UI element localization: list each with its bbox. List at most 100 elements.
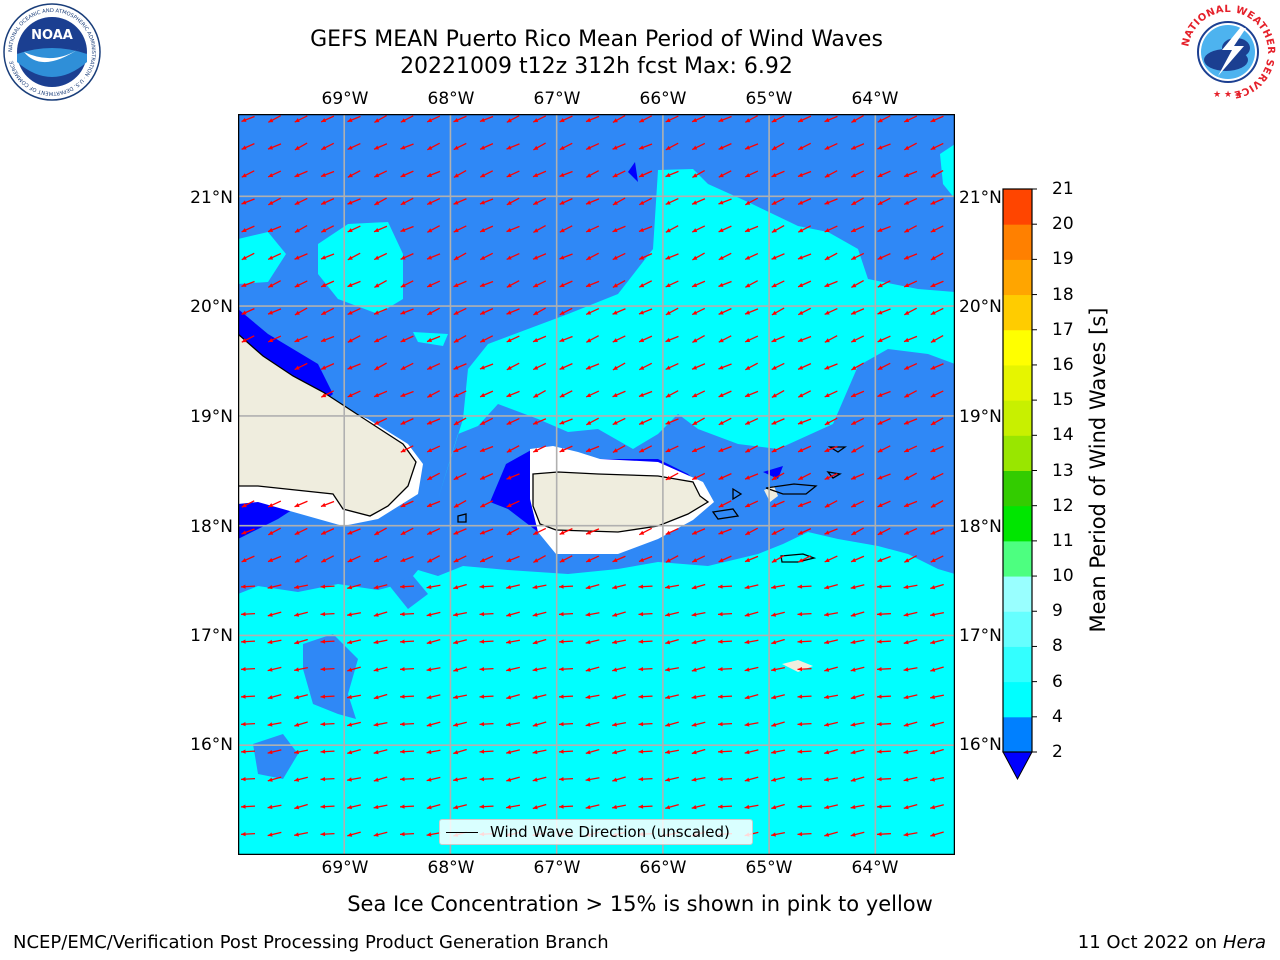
wind-wave-arrow-head: [453, 750, 459, 755]
wind-wave-arrow-head: [612, 365, 618, 370]
wind-wave-arrow-head: [744, 667, 750, 672]
wind-wave-arrow-head: [771, 283, 777, 288]
wind-wave-arrow-head: [824, 117, 830, 122]
wind-wave-arrow-head: [718, 558, 724, 563]
wind-wave-arrow-head: [850, 832, 856, 837]
wind-wave-arrow-head: [268, 227, 273, 232]
wind-wave-arrow-head: [479, 611, 485, 617]
wind-wave-arrow-head: [400, 831, 405, 837]
wind-wave-arrow-head: [400, 310, 406, 315]
colorbar-label: Mean Period of Wind Waves [s]: [1086, 307, 1110, 633]
wind-wave-arrow-head: [453, 145, 459, 150]
lat-tick-right: 19°N: [959, 407, 1002, 427]
wind-wave-arrow-head: [400, 420, 406, 425]
wind-wave-arrow-head: [638, 721, 644, 727]
wind-wave-arrow-head: [400, 338, 406, 343]
wind-wave-arrow-head: [320, 639, 326, 644]
wind-wave-arrow-head: [400, 365, 406, 370]
wind-wave-arrow-head: [294, 832, 299, 837]
wind-wave-arrow-head: [903, 667, 909, 672]
wind-wave-arrow-head: [241, 694, 246, 699]
wind-wave-arrow-head: [797, 666, 803, 672]
wind-wave-arrow-head: [400, 255, 406, 260]
wind-wave-arrow-head: [903, 722, 909, 727]
wind-wave-arrow-head: [744, 612, 750, 617]
wind-wave-arrow-head: [241, 255, 247, 260]
wind-wave-arrow-head: [400, 694, 405, 699]
wind-wave-arrow-head: [506, 557, 512, 562]
colorbar-band: [1003, 435, 1032, 471]
wind-wave-arrow-head: [718, 173, 724, 178]
wind-wave-arrow-head: [851, 200, 857, 205]
wind-wave-arrow-head: [480, 338, 486, 343]
wind-wave-arrow-head: [506, 722, 511, 727]
wind-wave-arrow-head: [427, 558, 433, 563]
wind-wave-arrow-head: [851, 392, 857, 397]
wind-wave-arrow-head: [427, 448, 433, 453]
lat-tick-right: 21°N: [959, 188, 1002, 208]
wind-wave-arrow-head: [347, 117, 353, 122]
wind-wave-arrow-head: [532, 749, 538, 755]
wind-wave-arrow-head: [373, 695, 379, 700]
wind-wave-arrow-head: [241, 173, 247, 178]
wind-wave-arrow-head: [692, 228, 698, 233]
wind-wave-arrow-head: [612, 118, 618, 123]
wind-wave-arrow-head: [479, 117, 485, 122]
wind-wave-arrow-head: [453, 200, 459, 205]
wind-wave-arrow-head: [797, 611, 803, 617]
wind-wave-arrow-head: [665, 337, 671, 342]
wind-wave-arrow-head: [533, 145, 539, 150]
wind-wave-arrow-head: [241, 282, 247, 287]
colorbar-band: [1003, 611, 1032, 647]
wind-wave-arrow-head: [400, 639, 405, 644]
wind-wave-arrow-head: [612, 173, 618, 178]
wind-wave-arrow-head: [400, 145, 406, 150]
wind-wave-arrow-head: [506, 338, 512, 343]
wind-wave-arrow-head: [533, 172, 539, 177]
wind-wave-arrow-head: [797, 255, 803, 260]
wind-wave-arrow-head: [268, 145, 273, 150]
wind-wave-arrow-head: [453, 530, 459, 535]
wind-wave-arrow-head: [400, 118, 406, 123]
wind-wave-arrow-head: [268, 503, 274, 508]
colorbar-band: [1003, 470, 1032, 507]
wind-wave-arrow-head: [612, 283, 618, 288]
wind-wave-arrow-head: [586, 365, 591, 370]
wind-wave-arrow-head: [824, 393, 830, 398]
wind-wave-arrow-head: [400, 530, 406, 535]
wind-wave-arrow-head: [930, 117, 936, 122]
wind-wave-arrow-head: [506, 145, 512, 150]
wind-wave-arrow-head: [851, 145, 857, 150]
wind-wave-arrow-head: [586, 228, 592, 233]
wind-wave-arrow-head: [374, 255, 380, 260]
wind-wave-arrow-head: [320, 666, 326, 672]
wind-wave-arrow-head: [294, 283, 300, 288]
wind-wave-arrow-head: [506, 365, 512, 370]
wind-wave-arrow-head: [930, 750, 936, 755]
wind-wave-arrow-head: [479, 584, 485, 589]
wind-wave-arrow-head: [930, 612, 935, 617]
wind-wave-arrow-head: [586, 200, 591, 205]
wind-wave-arrow-head: [877, 639, 882, 644]
wind-wave-arrow-head: [241, 503, 247, 508]
wind-wave-arrow-head: [321, 310, 327, 315]
wind-wave-arrow-head: [665, 749, 670, 755]
wind-wave-arrow-head: [294, 118, 300, 123]
wind-wave-arrow-head: [665, 118, 671, 123]
wind-wave-arrow-head: [400, 200, 406, 205]
wind-wave-arrow-head: [692, 282, 698, 287]
wind-wave-arrow-head: [665, 365, 671, 370]
wind-wave-arrow-head: [639, 420, 645, 425]
wind-wave-arrow-head: [374, 338, 380, 343]
wind-wave-arrow-head: [877, 530, 883, 535]
wind-wave-arrow-head: [347, 255, 353, 260]
noaa-logo-text: NOAA: [31, 28, 73, 43]
wind-wave-arrow-head: [321, 283, 327, 288]
wind-wave-arrow-head: [480, 503, 486, 508]
wind-wave-arrow-head: [612, 255, 618, 260]
colorbar-band: [1003, 189, 1032, 225]
wind-wave-arrow-head: [586, 530, 591, 535]
wind-wave-arrow-head: [347, 750, 353, 755]
wind-wave-arrow-head: [718, 503, 724, 508]
wind-wave-arrow-head: [506, 749, 512, 755]
